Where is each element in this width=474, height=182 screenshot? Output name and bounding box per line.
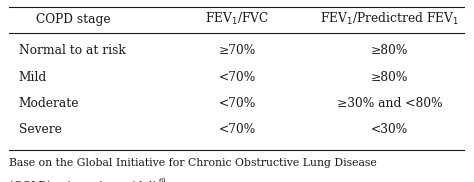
Text: (GOLD) spirometry guidelines: (GOLD) spirometry guidelines [9,180,175,182]
Text: ≥70%: ≥70% [219,44,255,57]
Text: <30%: <30% [371,123,408,136]
Text: ≥80%: ≥80% [371,70,408,84]
Text: FEV$_1$/Predictred FEV$_1$: FEV$_1$/Predictred FEV$_1$ [320,11,459,27]
Text: Normal to at risk: Normal to at risk [18,44,125,57]
Text: ≥30% and <80%: ≥30% and <80% [337,97,442,110]
Text: ≥80%: ≥80% [371,44,408,57]
Text: <70%: <70% [219,123,255,136]
Text: .: . [166,180,170,182]
Text: Moderate: Moderate [18,97,79,110]
Text: Base on the Global Initiative for Chronic Obstructive Lung Disease: Base on the Global Initiative for Chroni… [9,158,377,168]
Text: Mild: Mild [18,70,47,84]
Text: <70%: <70% [219,70,255,84]
Text: COPD stage: COPD stage [36,13,110,26]
Text: <70%: <70% [219,97,255,110]
Text: Severe: Severe [18,123,62,136]
Text: FEV$_1$/FVC: FEV$_1$/FVC [205,11,269,27]
Text: 6): 6) [158,177,166,182]
